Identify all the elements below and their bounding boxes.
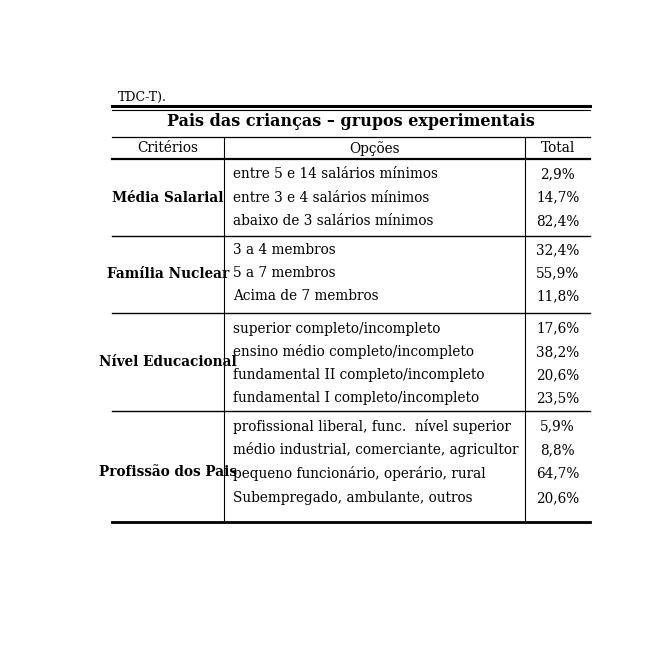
- Text: ensino médio completo/incompleto: ensino médio completo/incompleto: [233, 345, 474, 360]
- Text: pequeno funcionário, operário, rural: pequeno funcionário, operário, rural: [233, 466, 486, 481]
- Text: 64,7%: 64,7%: [536, 466, 580, 480]
- Text: 11,8%: 11,8%: [536, 290, 579, 303]
- Text: fundamental II completo/incompleto: fundamental II completo/incompleto: [233, 368, 485, 382]
- Text: 17,6%: 17,6%: [536, 322, 579, 336]
- Text: abaixo de 3 salários mínimos: abaixo de 3 salários mínimos: [233, 214, 433, 228]
- Text: médio industrial, comerciante, agricultor: médio industrial, comerciante, agriculto…: [233, 442, 519, 457]
- Text: 8,8%: 8,8%: [540, 443, 575, 457]
- Text: Opções: Opções: [349, 141, 400, 156]
- Text: 5 a 7 membros: 5 a 7 membros: [233, 267, 336, 280]
- Text: Acima de 7 membros: Acima de 7 membros: [233, 290, 379, 303]
- Text: 23,5%: 23,5%: [536, 391, 579, 405]
- Text: fundamental I completo/incompleto: fundamental I completo/incompleto: [233, 391, 480, 405]
- Text: 20,6%: 20,6%: [536, 368, 579, 382]
- Text: TDC-T).: TDC-T).: [117, 91, 166, 104]
- Text: Média Salarial: Média Salarial: [113, 191, 224, 204]
- Text: entre 5 e 14 salários mínimos: entre 5 e 14 salários mínimos: [233, 168, 438, 181]
- Text: superior completo/incompleto: superior completo/incompleto: [233, 322, 441, 336]
- Text: Nível Educacional: Nível Educacional: [99, 355, 237, 369]
- Text: 5,9%: 5,9%: [540, 420, 575, 434]
- Text: Critérios: Critérios: [137, 141, 198, 155]
- Text: Família Nuclear: Família Nuclear: [107, 267, 229, 281]
- Text: 55,9%: 55,9%: [536, 267, 580, 280]
- Text: entre 3 e 4 salários mínimos: entre 3 e 4 salários mínimos: [233, 191, 429, 204]
- Text: 14,7%: 14,7%: [536, 191, 580, 204]
- Text: 20,6%: 20,6%: [536, 491, 579, 505]
- Text: Pais das crianças – grupos experimentais: Pais das crianças – grupos experimentais: [168, 113, 535, 130]
- Text: 38,2%: 38,2%: [536, 345, 579, 359]
- Text: 32,4%: 32,4%: [536, 243, 580, 257]
- Text: Total: Total: [541, 141, 575, 155]
- Text: 2,9%: 2,9%: [540, 168, 575, 181]
- Text: profissional liberal, func.  nível superior: profissional liberal, func. nível superi…: [233, 419, 511, 434]
- Text: 3 a 4 membros: 3 a 4 membros: [233, 243, 336, 257]
- Text: Profissão dos Pais: Profissão dos Pais: [99, 465, 237, 479]
- Text: Subempregado, ambulante, outros: Subempregado, ambulante, outros: [233, 491, 473, 505]
- Text: 82,4%: 82,4%: [536, 214, 580, 228]
